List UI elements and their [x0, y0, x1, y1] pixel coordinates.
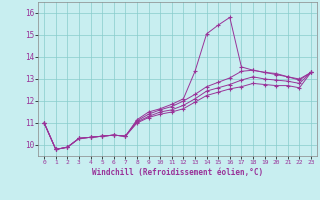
X-axis label: Windchill (Refroidissement éolien,°C): Windchill (Refroidissement éolien,°C) [92, 168, 263, 177]
